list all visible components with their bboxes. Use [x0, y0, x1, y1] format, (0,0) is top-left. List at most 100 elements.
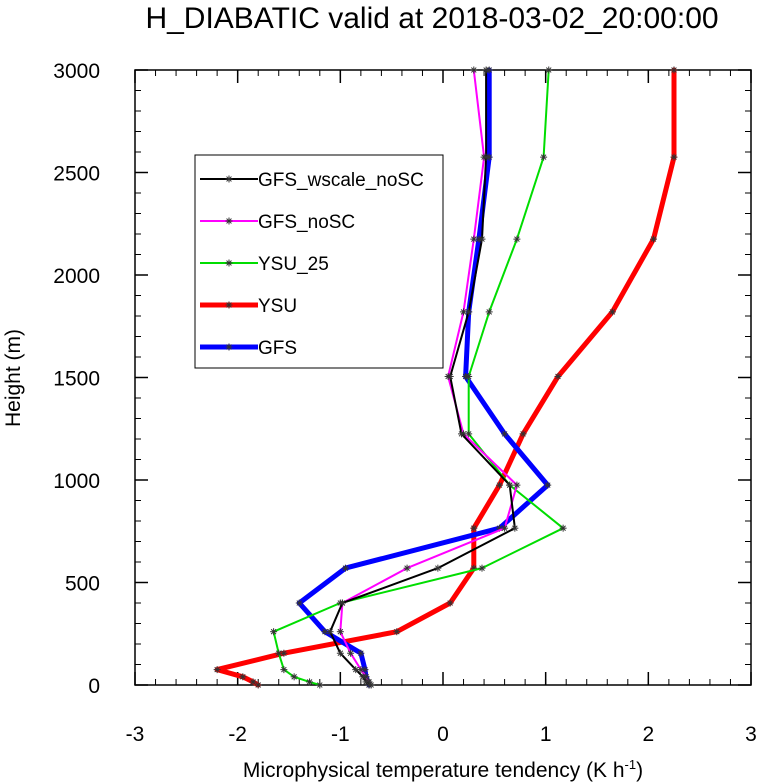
series-point-ysu-25: [545, 66, 553, 74]
series-point-ysu: [470, 524, 478, 532]
series-line-ysu-25: [272, 69, 565, 686]
legend-marker-gfs-nosc: [225, 217, 233, 225]
legend-marker-gfs-wscale-nosc: [225, 175, 233, 183]
legend: GFS_wscale_noSC GFS_noSC YSU_25 YSU GFS: [194, 154, 444, 369]
series-point-gfs-nosc: [501, 524, 509, 532]
series-line-gfs-nosc: [339, 69, 518, 686]
series-point-gfs-wscale-nosc: [338, 599, 346, 607]
legend-label-ysu: YSU: [258, 296, 297, 317]
series-point-ysu: [554, 372, 562, 380]
series-point-ysu-25: [280, 666, 288, 674]
y-tick-label: 1500: [53, 368, 100, 391]
series-point-ysu: [446, 599, 454, 607]
series-point-gfs-wscale-nosc: [336, 649, 344, 657]
series-point-gfs-wscale-nosc: [362, 678, 370, 686]
series-point-ysu: [519, 430, 527, 438]
y-tick-label: 1000: [53, 470, 100, 493]
series-point-ysu-25: [465, 372, 473, 380]
y-tick-label: 500: [65, 573, 100, 596]
major-ticks: [134, 69, 752, 686]
legend-marker-ysu: [225, 301, 233, 309]
x-tick-label: 1: [540, 723, 552, 746]
y-axis-label: Height (m): [2, 329, 25, 427]
series-point-ysu: [239, 673, 247, 681]
series-point-gfs-nosc: [336, 628, 344, 636]
series-point-ysu: [670, 153, 678, 161]
series-point-ysu: [254, 681, 262, 689]
series-point-ysu: [213, 666, 221, 674]
plot-area: [134, 66, 752, 689]
x-tick-label: -1: [331, 723, 350, 746]
series-point-gfs: [544, 481, 552, 489]
series-point-gfs-nosc: [403, 564, 411, 572]
legend-label-gfs: GFS: [258, 338, 297, 359]
series-point-ysu-25: [478, 564, 486, 572]
series-point-gfs-wscale-nosc: [511, 524, 519, 532]
y-tick-label: 3000: [53, 60, 100, 83]
series-point-ysu-25: [513, 235, 521, 243]
series-point-gfs-wscale-nosc: [446, 372, 454, 380]
x-tick-label: 0: [437, 723, 449, 746]
series-point-ysu-25: [270, 628, 278, 636]
series-point-ysu: [393, 628, 401, 636]
legend-marker-ysu-25: [225, 259, 233, 267]
series-point-gfs-wscale-nosc: [326, 628, 334, 636]
series-point-gfs-wscale-nosc: [434, 564, 442, 572]
series-point-ysu-25: [290, 673, 298, 681]
series-layer: [213, 66, 678, 689]
series-point-gfs-wscale-nosc: [465, 308, 473, 316]
series-point-ysu-25: [465, 430, 473, 438]
x-tick-label: 3: [745, 723, 757, 746]
series-point-ysu-25: [275, 649, 283, 657]
series-point-gfs-nosc: [470, 66, 478, 74]
y-tick-label: 0: [88, 675, 100, 698]
x-tick-label: -3: [126, 723, 145, 746]
legend-label-ysu-25: YSU_25: [258, 254, 329, 275]
series-point-gfs-wscale-nosc: [457, 430, 465, 438]
series-point-gfs: [501, 430, 509, 438]
series-point-gfs-wscale-nosc: [478, 235, 486, 243]
series-line-ysu: [214, 67, 677, 688]
legend-box: [194, 154, 444, 369]
y-tick-label: 2500: [53, 163, 100, 186]
legend-label-gfs-nosc: GFS_noSC: [258, 212, 355, 233]
series-point-gfs-nosc: [460, 308, 468, 316]
series-point-gfs-wscale-nosc: [506, 481, 514, 489]
series-line-gfs: [296, 67, 551, 688]
series-point-ysu-25: [559, 524, 567, 532]
series-point-gfs-nosc: [347, 649, 355, 657]
series-point-gfs: [357, 649, 365, 657]
legend-items: GFS_wscale_noSC GFS_noSC YSU_25 YSU GFS: [200, 170, 424, 359]
x-tick-label: 2: [642, 723, 654, 746]
x-axis-label-close: ): [636, 759, 643, 782]
series-point-gfs-wscale-nosc: [482, 66, 490, 74]
series-point-ysu: [495, 481, 503, 489]
series-point-gfs-wscale-nosc: [482, 153, 490, 161]
series-point-ysu-25: [540, 153, 548, 161]
series-point-gfs: [341, 564, 349, 572]
x-axis-label-unit-exponent: -1: [625, 757, 637, 772]
series-point-gfs: [295, 599, 303, 607]
series-point-gfs-nosc: [513, 481, 521, 489]
x-tick-labels: -3 -2 -1 0 1 2 3: [126, 723, 757, 746]
series-point-gfs-nosc: [470, 235, 478, 243]
series-point-ysu: [249, 678, 257, 686]
series-point-gfs-wscale-nosc: [352, 666, 360, 674]
series-line-gfs-wscale-nosc: [329, 69, 516, 686]
x-axis-label: Microphysical temperature tendency (K h-…: [243, 757, 643, 782]
y-tick-label: 2000: [53, 265, 100, 288]
y-tick-labels: 0 500 1000 1500 2000 2500 3000: [53, 60, 100, 698]
legend-label-gfs-wscale-nosc: GFS_wscale_noSC: [258, 170, 424, 191]
series-point-ysu: [670, 66, 678, 74]
chart-title: H_DIABATIC valid at 2018-03-02_20:00:00: [145, 2, 718, 35]
series-point-ysu-25: [316, 681, 324, 689]
series-point-ysu: [608, 308, 616, 316]
legend-marker-gfs: [225, 343, 233, 351]
series-point-ysu-25: [306, 678, 314, 686]
series-point-ysu-25: [485, 308, 493, 316]
x-axis-label-main: Microphysical temperature tendency (K h: [243, 759, 625, 782]
series-point-gfs-wscale-nosc: [359, 673, 367, 681]
series-point-ysu: [649, 235, 657, 243]
x-tick-label: -2: [228, 723, 247, 746]
